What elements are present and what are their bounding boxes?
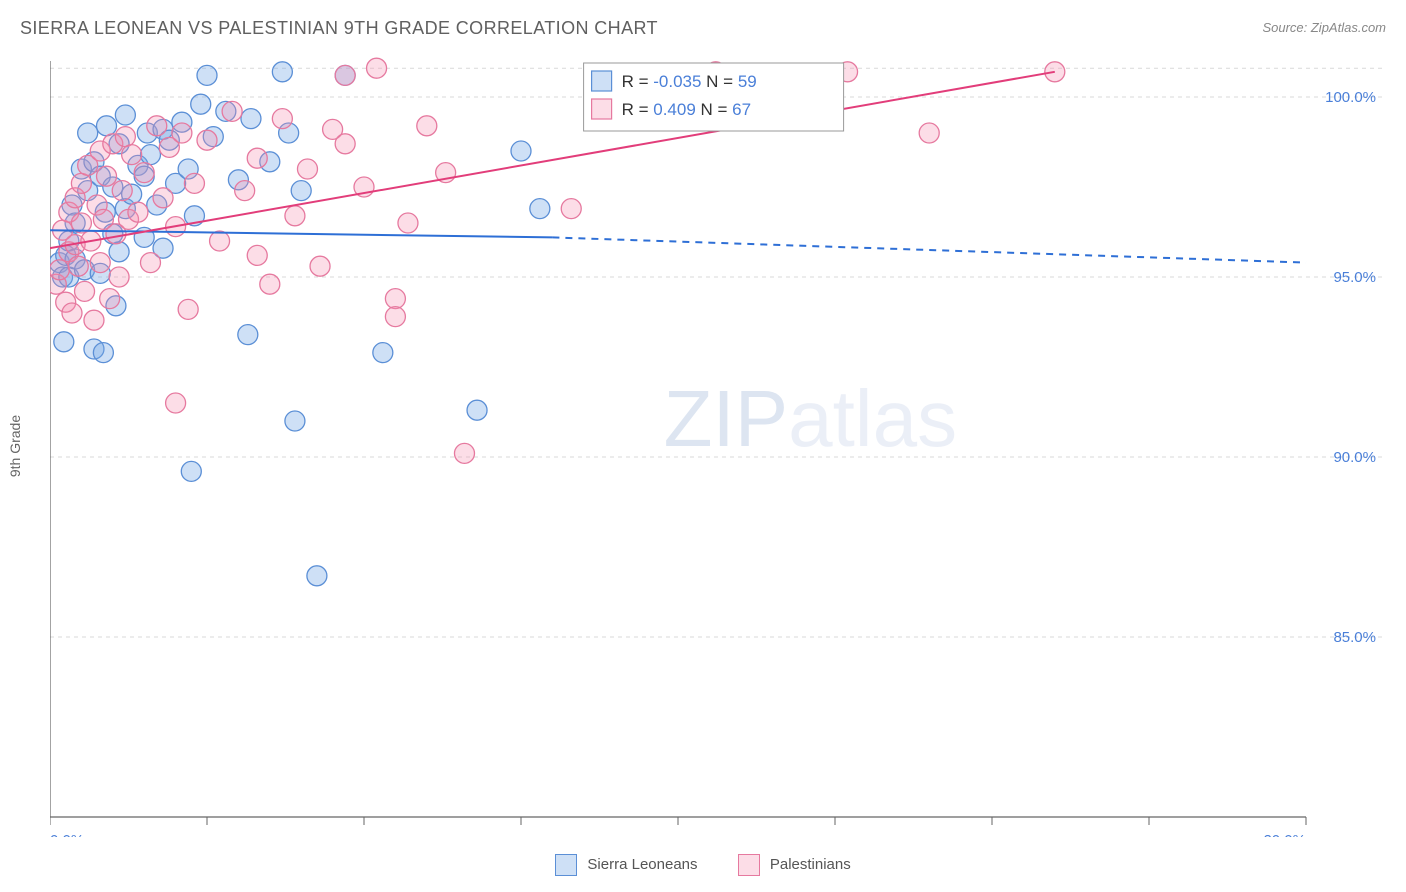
svg-text:R = 0.409 N = 67: R = 0.409 N = 67 [622,100,752,119]
svg-text:85.0%: 85.0% [1333,629,1376,646]
chart-title: SIERRA LEONEAN VS PALESTINIAN 9TH GRADE … [20,18,658,38]
svg-text:95.0%: 95.0% [1333,269,1376,286]
svg-text:100.0%: 100.0% [1325,89,1376,106]
legend-bottom: Sierra Leoneans Palestinians [0,854,1406,876]
svg-text:ZIPatlas: ZIPatlas [664,374,957,463]
y-axis-label: 9th Grade [7,415,23,477]
legend-label-1: Sierra Leoneans [587,856,697,873]
source-attribution: Source: ZipAtlas.com [1262,20,1386,35]
svg-text:20.0%: 20.0% [1263,832,1306,837]
svg-text:90.0%: 90.0% [1333,449,1376,466]
legend-label-2: Palestinians [770,856,851,873]
chart-area: 9th Grade 85.0%90.0%95.0%100.0%0.0%20.0%… [50,55,1384,837]
legend-swatch-1 [555,854,577,876]
legend-swatch-2 [738,854,760,876]
scatter-plot-svg: 85.0% 90.0% 95.0% 100.0% 0.0% 20.0% ZIPatlas R … [50,55,1384,837]
legend-item-series-2: Palestinians [738,854,851,876]
svg-text:R = -0.035 N = 59: R = -0.035 N = 59 [622,72,757,91]
svg-text:0.0%: 0.0% [50,832,84,837]
legend-item-series-1: Sierra Leoneans [555,854,697,876]
